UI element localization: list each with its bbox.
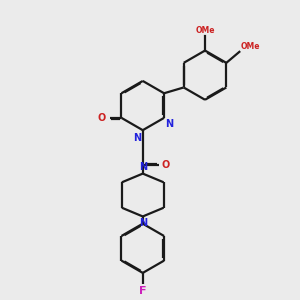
Text: OMe: OMe — [240, 42, 260, 51]
Text: N: N — [139, 162, 147, 172]
Text: F: F — [139, 286, 146, 296]
Text: N: N — [166, 119, 174, 129]
Text: O: O — [97, 113, 106, 123]
Text: N: N — [133, 133, 141, 143]
Text: OMe: OMe — [195, 26, 215, 34]
Text: N: N — [139, 218, 147, 228]
Text: O: O — [161, 160, 169, 170]
